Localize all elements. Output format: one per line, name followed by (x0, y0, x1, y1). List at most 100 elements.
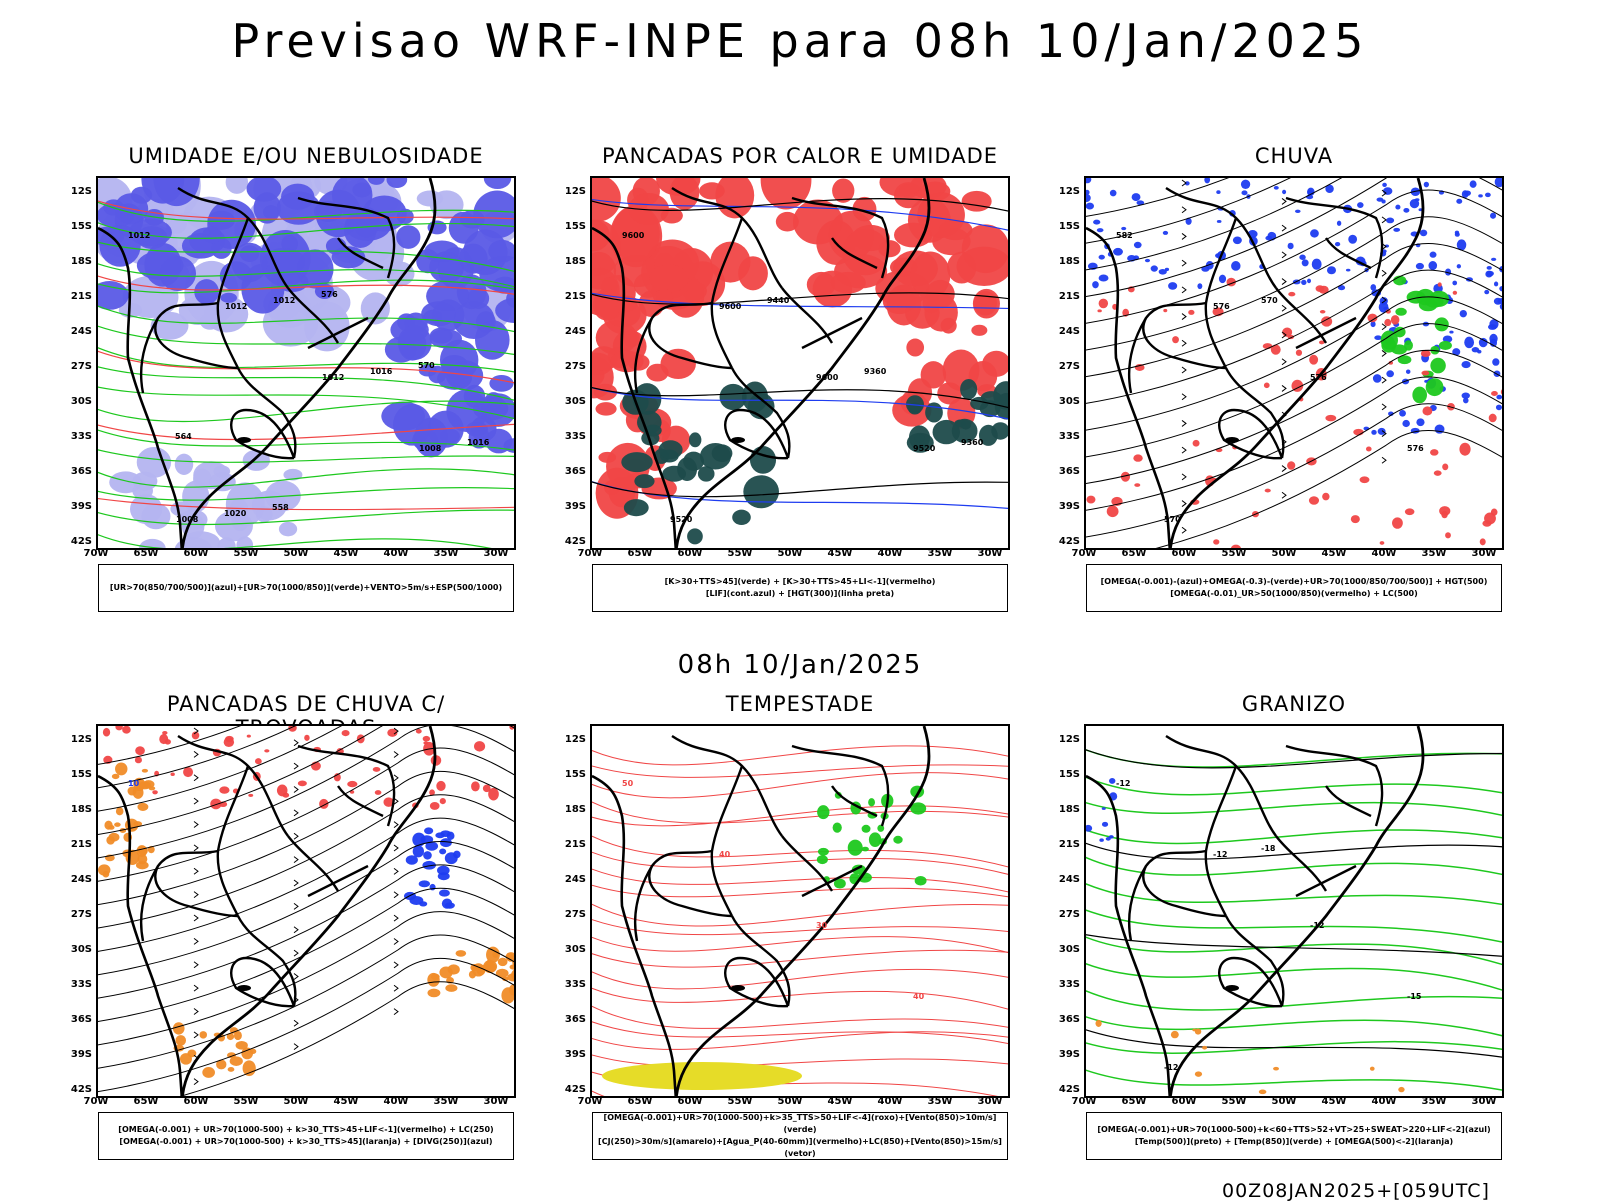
state-border (139, 317, 160, 394)
panel-title: CHUVA (1254, 144, 1334, 168)
state-border (236, 367, 297, 459)
longitude-tick-label: 70W (577, 1096, 603, 1107)
coastline-west (98, 774, 184, 1096)
latitude-tick-label: 21S (70, 839, 92, 850)
height-label: 576 (1407, 444, 1424, 453)
longitude-tick-label: 45W (1321, 548, 1347, 559)
latitude-tick-label: 33S (564, 979, 586, 990)
temperature-label: -12 (1116, 779, 1130, 788)
latitude-tick-label: 42S (564, 536, 586, 547)
latitude-tick-label: 24S (70, 326, 92, 337)
state-border (297, 196, 396, 279)
state-border (648, 301, 733, 370)
longitude-tick-label: 40W (1371, 1096, 1397, 1107)
state-border (1224, 367, 1285, 459)
latitude-tick-label: 27S (70, 361, 92, 372)
state-border (633, 865, 654, 942)
jet250-yellow-area (602, 1062, 802, 1090)
hgt500-streamlines (1086, 178, 1502, 548)
latitude-tick-label: 24S (1058, 874, 1080, 885)
map-panel: -12 -12 -12 -15 -12 -18 (1084, 724, 1504, 1098)
longitude-tick-label: 70W (1071, 548, 1097, 559)
state-border (724, 956, 790, 1008)
coastline-west (1086, 774, 1172, 1096)
state-border (710, 765, 744, 917)
run-info-label: 00Z08JAN2025+[059UTC] (1222, 1180, 1490, 1202)
longitude-tick-label: 65W (133, 548, 159, 559)
longitude-tick-label: 40W (877, 1096, 903, 1107)
legend-line: [OMEGA(-0.001)+UR>70(1000-500)+k<60+TTS>… (1097, 1125, 1491, 1134)
longitude-tick-label: 30W (1471, 548, 1497, 559)
longitude-tick-label: 30W (483, 1096, 509, 1107)
longitude-tick-label: 55W (1221, 548, 1247, 559)
state-border (216, 765, 250, 917)
longitude-tick-label: 35W (433, 548, 459, 559)
state-border (1285, 744, 1384, 827)
longitude-tick-label: 65W (1121, 1096, 1147, 1107)
pressure-label: 1008 (176, 515, 199, 524)
longitude-tick-label: 40W (1371, 548, 1397, 559)
state-border (791, 744, 890, 827)
state-border (230, 408, 296, 460)
pressure-label: 558 (272, 503, 289, 512)
longitude-tick-label: 45W (1321, 1096, 1347, 1107)
longitude-tick-label: 30W (1471, 1096, 1497, 1107)
longitude-tick-label: 55W (727, 1096, 753, 1107)
longitude-tick-label: 70W (577, 548, 603, 559)
precip-water-contours (592, 745, 1008, 1096)
latitude-tick-label: 30S (1058, 944, 1080, 955)
latitude-tick-label: 21S (1058, 291, 1080, 302)
pressure-label: 1012 (273, 296, 295, 305)
water-label: 30 (816, 921, 828, 930)
lagoon-mark (1225, 437, 1239, 443)
pressure-label: 1012 (128, 231, 150, 240)
latitude-tick-label: 21S (564, 839, 586, 850)
pressure-label: 1020 (224, 509, 247, 518)
panel-legend: [UR>70(850/700/500)](azul)+[UR>70(1000/8… (98, 564, 514, 612)
state-border (307, 864, 369, 898)
latitude-tick-label: 15S (70, 769, 92, 780)
thunder-orange-east (427, 946, 514, 1004)
longitude-tick-label: 65W (627, 548, 653, 559)
coastline-west (592, 226, 678, 548)
state-border (1295, 316, 1357, 350)
latitude-tick-label: 15S (564, 769, 586, 780)
longitude-tick-label: 35W (927, 548, 953, 559)
lagoon-mark (731, 985, 745, 991)
longitude-tick-label: 45W (333, 1096, 359, 1107)
longitude-tick-label: 50W (1271, 548, 1297, 559)
thunder-orange-south (172, 1022, 257, 1078)
state-border (1224, 915, 1285, 1007)
latitude-tick-label: 18S (1058, 256, 1080, 267)
longitude-tick-label: 40W (383, 548, 409, 559)
longitude-tick-label: 65W (627, 1096, 653, 1107)
instability-teal-area (621, 381, 779, 545)
longitude-tick-label: 50W (777, 548, 803, 559)
longitude-tick-label: 70W (1071, 1096, 1097, 1107)
state-border (1218, 408, 1284, 460)
legend-line: [CJ(250)>30m/s](amarelo)+[Agua_P(40-60mm… (598, 1137, 1002, 1158)
height-label: 9440 (767, 296, 790, 305)
state-border (724, 408, 790, 460)
latitude-tick-label: 42S (564, 1084, 586, 1095)
water-label: 50 (622, 779, 634, 788)
latitude-tick-label: 27S (564, 909, 586, 920)
pressure-label: 1012 (322, 373, 344, 382)
longitude-tick-label: 40W (877, 548, 903, 559)
map-canvas: 582 576 576 576 570 570 (1086, 178, 1502, 548)
temperature-label: -12 (1213, 850, 1227, 859)
longitude-tick-label: 50W (283, 548, 309, 559)
pressure-label: 1016 (467, 438, 490, 447)
temperature-label: -12 (1164, 1063, 1178, 1072)
pressure-label: 576 (321, 290, 338, 299)
state-border (216, 217, 250, 369)
state-border (1204, 217, 1238, 369)
state-border (230, 956, 296, 1008)
coastline-east (675, 726, 931, 1096)
state-border (1325, 237, 1372, 270)
latitude-tick-label: 42S (1058, 1084, 1080, 1095)
latitude-tick-label: 33S (70, 979, 92, 990)
latitude-tick-label: 36S (70, 1014, 92, 1025)
longitude-tick-label: 60W (677, 548, 703, 559)
lagoon-mark (237, 985, 251, 991)
